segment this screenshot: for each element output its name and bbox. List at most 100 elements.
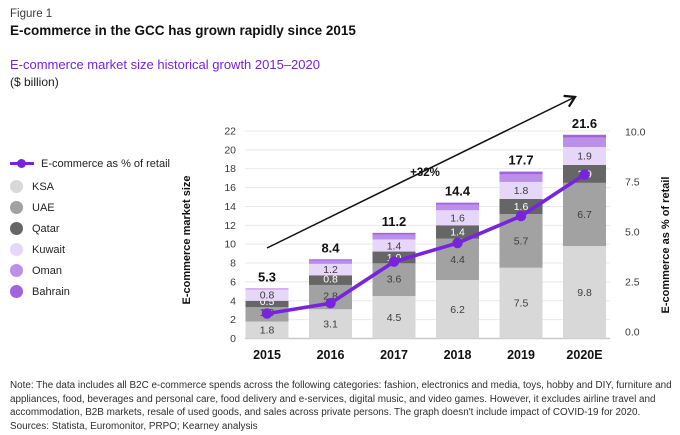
bar-segment-bahrain-2018 (436, 202, 479, 205)
x-axis-label: 2019 (507, 348, 535, 362)
bar-segment-ksa-2018 (436, 280, 479, 339)
bar-segment-uae-2015 (245, 303, 289, 322)
pct-retail-line (265, 172, 587, 316)
chart-unit-label: ($ billion) (10, 75, 59, 89)
bar-segment-label-pill (245, 289, 289, 301)
pct-retail-point (388, 256, 400, 267)
bar-segment-bahrain-2020e (563, 134, 606, 138)
bar-segment-label: 1.9 (260, 307, 275, 319)
pct-retail-point (579, 169, 590, 180)
growth-annotation: +32% (410, 167, 440, 179)
chart-legend: E-commerce as % of retail KSA UAE Qatar Kuwa… (10, 157, 170, 298)
legend-item-qatar: Qatar (10, 222, 170, 235)
bar-segment-label: 1.6 (514, 201, 529, 213)
left-axis-tick: 6 (230, 276, 236, 288)
left-axis-tick: 20 (224, 144, 236, 156)
bar-segment-oman-2018 (436, 204, 479, 211)
right-axis-tick: 10.0 (625, 127, 646, 139)
legend-swatch (10, 222, 23, 235)
legend-swatch (10, 264, 23, 277)
bar-segment-label: 1.8 (260, 325, 275, 337)
bar-segment-oman-2016 (309, 260, 352, 264)
bar-segment-label: 1.9 (577, 151, 592, 163)
bar-segment-label: 1.8 (514, 185, 529, 197)
legend-line-swatch (10, 157, 34, 170)
bar-segment-label: 1.4 (450, 227, 465, 239)
bar-segment-oman-2017 (372, 234, 416, 240)
bar-segment-kuwait-2015 (245, 291, 289, 299)
left-axis-tick: 2 (230, 314, 236, 326)
pct-retail-point (452, 237, 463, 249)
bar-total-label: 8.4 (321, 240, 340, 255)
bar-segment-label: 5.7 (514, 235, 529, 247)
bar-segment-uae-2020e (563, 182, 606, 247)
legend-label: UAE (32, 201, 55, 214)
bar-segment-kuwait-2020e (563, 147, 606, 165)
bar-total-label: 21.6 (572, 116, 597, 131)
bar-segment-kuwait-2019 (499, 181, 543, 199)
chart-sources: Sources: Statista, Euromonitor, PRPO; Ke… (10, 421, 258, 432)
bar-segment-oman-2020e (563, 137, 606, 148)
left-axis-title: E-commerce market size (181, 175, 193, 304)
legend-line-dot (17, 159, 26, 168)
bar-segment-qatar-2016 (309, 275, 352, 283)
bar-segment-label: 1.9 (577, 169, 592, 181)
chart-note: Note: The data includes all B2C e-commer… (10, 380, 672, 419)
left-axis-tick: 12 (224, 220, 236, 232)
bar-segment-qatar-2017 (372, 252, 416, 263)
legend-item-pct-of-retail: E-commerce as % of retail (10, 157, 170, 170)
legend-label: Bahrain (32, 285, 70, 298)
x-axis-label: 2020E (566, 348, 602, 362)
left-axis-tick: 16 (224, 182, 236, 194)
left-axis-tick: 8 (230, 258, 236, 270)
bar-total-label: 11.2 (382, 214, 407, 229)
bar-segment-ksa-2017 (372, 296, 416, 339)
bar-segment-bahrain-2016 (309, 259, 352, 261)
bar-segment-kuwait-2017 (372, 239, 416, 253)
bar-segment-label-pill (309, 273, 352, 285)
figure-header: Figure 1 E-commerce in the GCC has grown… (10, 8, 356, 38)
bar-segment-label: 1.2 (323, 264, 338, 276)
bar-segment-uae-2016 (309, 282, 352, 310)
legend-item-ksa: KSA (10, 180, 170, 193)
right-axis-tick: 0.0 (625, 327, 640, 339)
bar-segment-label: 2.8 (323, 291, 338, 303)
bar-total-label: 5.3 (258, 270, 276, 285)
bar-segment-label: 0.8 (323, 274, 338, 286)
legend-label: Kuwait (32, 243, 66, 256)
right-axis-title: E-commerce as % of retail (660, 177, 672, 314)
legend-label: Oman (32, 264, 62, 277)
legend-label: Qatar (32, 222, 60, 235)
bar-segment-uae-2017 (372, 262, 416, 297)
bar-segment-label: 4.4 (450, 254, 465, 266)
bar-segment-bahrain-2019 (499, 171, 543, 175)
bar-segment-qatar-2020e (563, 164, 606, 183)
left-axis-tick: 14 (224, 201, 236, 213)
bar-segment-label: 3.6 (387, 274, 402, 286)
bar-segment-label: 0.5 (260, 296, 275, 308)
pct-retail-point (325, 298, 336, 309)
x-axis-label: 2017 (380, 348, 408, 362)
bar-segment-label: 4.5 (387, 312, 402, 324)
left-axis-tick: 0 (230, 333, 236, 345)
bar-segment-ksa-2016 (309, 309, 352, 339)
bar-segment-uae-2018 (436, 238, 479, 281)
bar-segment-uae-2019 (499, 213, 543, 268)
bar-segment-label-pill (372, 251, 416, 264)
left-axis-tick: 18 (224, 163, 236, 175)
pct-retail-point (515, 210, 527, 222)
legend-swatch (10, 201, 23, 214)
bar-segment-ksa-2020e (563, 246, 606, 339)
legend-swatch (10, 243, 23, 256)
legend-item-oman: Oman (10, 264, 170, 277)
x-axis-label: 2018 (444, 348, 472, 362)
bar-segment-label: 6.7 (577, 209, 592, 221)
legend-label: KSA (32, 180, 55, 193)
bar-segment-label: 1.4 (387, 241, 402, 253)
legend-swatch (10, 180, 23, 193)
bar-segment-label-pill (245, 295, 289, 308)
bar-total-label: 17.7 (508, 153, 533, 168)
legend-item-uae: UAE (10, 201, 170, 214)
bar-segment-qatar-2018 (436, 225, 479, 239)
